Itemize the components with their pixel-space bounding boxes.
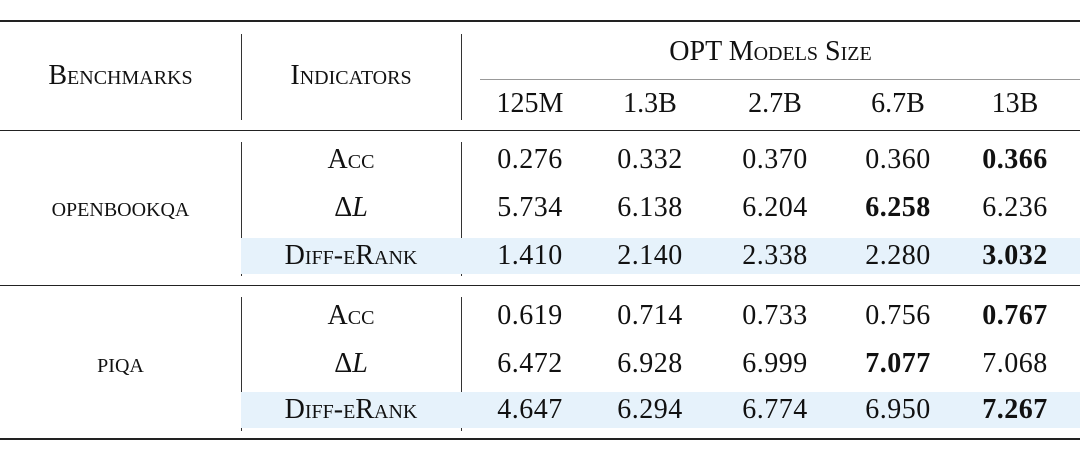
header-group-title: OPT Models Size <box>669 36 872 67</box>
indicator-acc: Acc <box>327 144 375 175</box>
indicator-delta-l: ΔL <box>241 346 461 382</box>
group2-divider-2 <box>461 297 462 431</box>
value-cell: 1.410 <box>497 240 563 271</box>
header-sub-rule <box>480 79 1080 80</box>
header-divider-1 <box>241 34 242 120</box>
value-cell: 0.276 <box>497 144 563 175</box>
loss-variable: L <box>352 348 368 379</box>
value-cell: 4.647 <box>497 394 563 425</box>
header-size: 1.3B <box>623 88 677 119</box>
value-cell: 2.280 <box>865 240 931 271</box>
value-cell-best: 0.767 <box>982 300 1048 331</box>
value-cell: 2.338 <box>742 240 808 271</box>
value-cell-best: 7.077 <box>865 348 931 379</box>
header-size: 2.7B <box>748 88 802 119</box>
group-divider-rule <box>0 285 1080 286</box>
header-size: 13B <box>991 88 1039 119</box>
indicator-delta-l: ΔL <box>241 190 461 226</box>
value-cell-best: 0.366 <box>982 144 1048 175</box>
loss-variable: L <box>352 192 368 223</box>
indicator-diff-erank: Diff-eRank <box>284 394 418 425</box>
value-cell-best: 3.032 <box>982 240 1048 271</box>
value-cell: 7.068 <box>982 348 1048 379</box>
value-cell: 0.619 <box>497 300 563 331</box>
value-cell: 0.756 <box>865 300 931 331</box>
value-cell: 6.774 <box>742 394 808 425</box>
header-divider-2 <box>461 34 462 120</box>
value-cell: 5.734 <box>497 192 563 223</box>
delta-symbol: Δ <box>334 348 353 379</box>
value-cell: 0.332 <box>617 144 683 175</box>
value-cell: 6.950 <box>865 394 931 425</box>
indicator-acc: Acc <box>327 300 375 331</box>
header-rule <box>0 130 1080 131</box>
benchmark-piqa: piqa <box>97 348 144 379</box>
header-benchmarks: Benchmarks <box>48 60 193 91</box>
highlight-row-openbookqa <box>241 238 1080 274</box>
group1-divider-1 <box>241 142 242 276</box>
value-cell: 0.370 <box>742 144 808 175</box>
header-indicators: Indicators <box>290 60 412 91</box>
value-cell: 6.928 <box>617 348 683 379</box>
value-cell: 6.472 <box>497 348 563 379</box>
top-rule <box>0 20 1080 22</box>
value-cell: 6.236 <box>982 192 1048 223</box>
value-cell: 6.138 <box>617 192 683 223</box>
value-cell: 2.140 <box>617 240 683 271</box>
delta-symbol: Δ <box>334 192 353 223</box>
bottom-rule <box>0 438 1080 440</box>
value-cell: 0.714 <box>617 300 683 331</box>
value-cell: 6.204 <box>742 192 808 223</box>
benchmark-openbookqa: openbookqa <box>51 192 190 223</box>
value-cell-best: 6.258 <box>865 192 931 223</box>
value-cell: 0.733 <box>742 300 808 331</box>
group1-divider-2 <box>461 142 462 276</box>
value-cell: 6.294 <box>617 394 683 425</box>
highlight-row-piqa <box>241 392 1080 428</box>
value-cell: 0.360 <box>865 144 931 175</box>
group2-divider-1 <box>241 297 242 431</box>
value-cell: 6.999 <box>742 348 808 379</box>
indicator-diff-erank: Diff-eRank <box>284 240 418 271</box>
header-size: 6.7B <box>871 88 925 119</box>
header-size: 125M <box>496 88 564 119</box>
value-cell-best: 7.267 <box>982 394 1048 425</box>
